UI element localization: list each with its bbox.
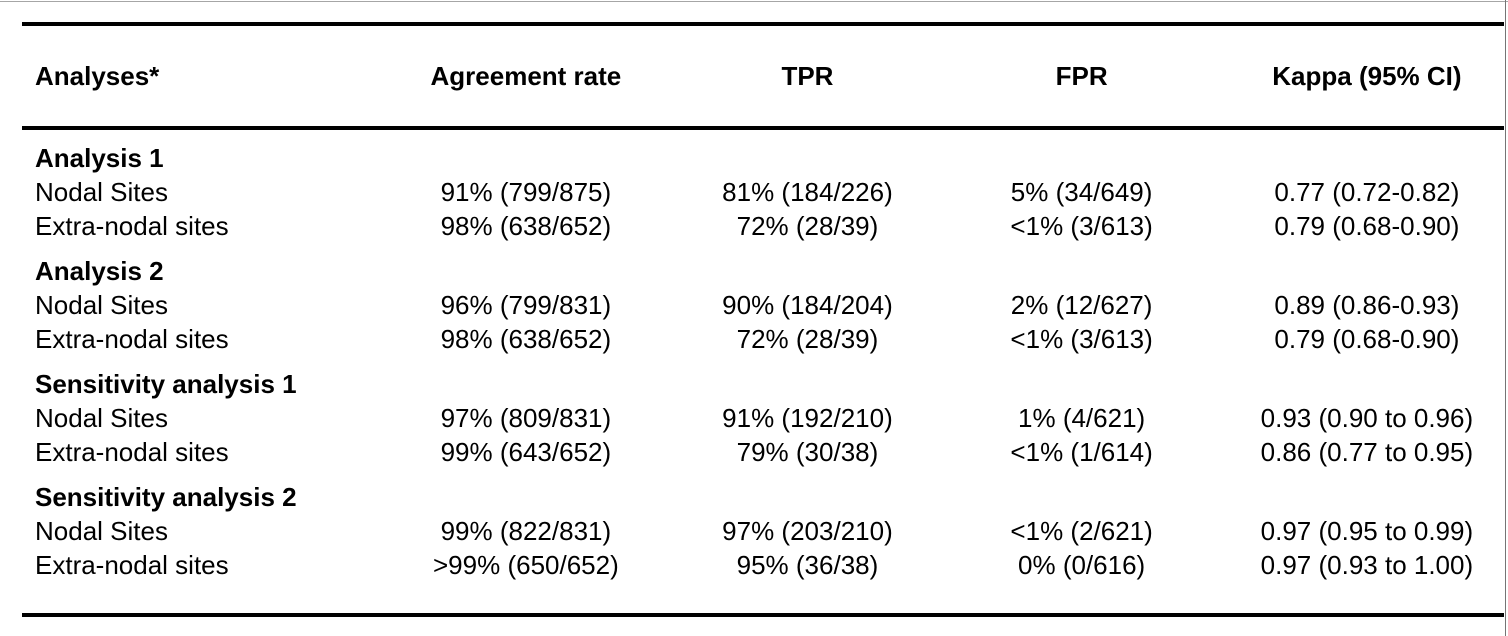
row-label: Nodal Sites (35, 403, 168, 433)
fpr-cell: 2% (12/627) (1010, 290, 1153, 320)
agreement-rate-cell: 97% (809/831) (440, 403, 612, 433)
column-header-kappa: Kappa (95% CI) (1272, 60, 1462, 91)
table-row: Nodal Sites 99% (822/831) 97% (203/210) … (22, 514, 1504, 548)
section-header-filler (370, 128, 1504, 175)
table-row: Nodal Sites 97% (809/831) 91% (192/210) … (22, 401, 1504, 435)
table-row: Nodal Sites 91% (799/875) 81% (184/226) … (22, 175, 1504, 209)
kappa-cell: 0.77 (0.72-0.82) (1274, 177, 1460, 207)
column-header-agreement-rate: Agreement rate (430, 60, 622, 91)
page-right-border (1505, 0, 1506, 636)
results-table: Analyses* Agreement rate TPR FPR Kappa (… (22, 22, 1504, 617)
section-header-row: Sensitivity analysis 2 (22, 469, 1504, 514)
tpr-cell: 79% (30/38) (736, 437, 879, 467)
section-header-filler (370, 356, 1504, 401)
agreement-rate-cell: 98% (638/652) (440, 324, 612, 354)
section-header: Sensitivity analysis 2 (35, 482, 297, 512)
section-header: Analysis 1 (35, 143, 164, 173)
table-row: Extra-nodal sites 98% (638/652) 72% (28/… (22, 209, 1504, 243)
section-header-filler (370, 469, 1504, 514)
fpr-cell: <1% (2/621) (1010, 516, 1153, 546)
tpr-cell: 97% (203/210) (722, 516, 893, 546)
tpr-cell: 90% (184/204) (722, 290, 893, 320)
row-label: Extra-nodal sites (35, 324, 229, 354)
agreement-rate-cell: 96% (799/831) (440, 290, 612, 320)
section-header-row: Analysis 1 (22, 128, 1504, 175)
fpr-cell: 0% (0/616) (1018, 550, 1146, 580)
kappa-cell: 0.79 (0.68-0.90) (1274, 211, 1460, 241)
bottom-spacer-row (22, 582, 1504, 615)
tpr-cell: 81% (184/226) (722, 177, 893, 207)
section-header-row: Analysis 2 (22, 243, 1504, 288)
section-sensitivity-analysis-1: Sensitivity analysis 1 Nodal Sites 97% (… (22, 356, 1504, 469)
section-header-filler (370, 243, 1504, 288)
section-analysis-1: Analysis 1 Nodal Sites 91% (799/875) 81%… (22, 128, 1504, 243)
table-row: Extra-nodal sites 98% (638/652) 72% (28/… (22, 322, 1504, 356)
kappa-cell: 0.79 (0.68-0.90) (1274, 324, 1460, 354)
agreement-rate-cell: 91% (799/875) (440, 177, 612, 207)
table-header: Analyses* Agreement rate TPR FPR Kappa (… (22, 24, 1504, 128)
agreement-rate-cell: 99% (822/831) (440, 516, 612, 546)
row-label: Extra-nodal sites (35, 550, 229, 580)
section-header: Sensitivity analysis 1 (35, 369, 297, 399)
header-row: Analyses* Agreement rate TPR FPR Kappa (… (22, 24, 1504, 128)
page-top-border (0, 1, 1508, 2)
kappa-cell: 0.89 (0.86-0.93) (1274, 290, 1460, 320)
tpr-cell: 72% (28/39) (736, 324, 879, 354)
kappa-cell: 0.93 (0.90 to 0.96) (1260, 403, 1474, 433)
table-row: Extra-nodal sites >99% (650/652) 95% (36… (22, 548, 1504, 582)
fpr-cell: <1% (3/613) (1010, 211, 1153, 241)
agreement-rate-cell: 99% (643/652) (440, 437, 612, 467)
row-label: Nodal Sites (35, 516, 168, 546)
kappa-cell: 0.97 (0.95 to 0.99) (1260, 516, 1474, 546)
spacer-cell (22, 582, 1504, 615)
row-label: Extra-nodal sites (35, 437, 229, 467)
column-header-fpr: FPR (1055, 60, 1108, 91)
agreement-rate-cell: 98% (638/652) (440, 211, 612, 241)
agreement-rate-cell: >99% (650/652) (433, 550, 619, 580)
tpr-cell: 95% (36/38) (736, 550, 879, 580)
table-row: Extra-nodal sites 99% (643/652) 79% (30/… (22, 435, 1504, 469)
row-label: Nodal Sites (35, 177, 168, 207)
row-label: Nodal Sites (35, 290, 168, 320)
section-sensitivity-analysis-2: Sensitivity analysis 2 Nodal Sites 99% (… (22, 469, 1504, 615)
fpr-cell: 1% (4/621) (1018, 403, 1146, 433)
fpr-cell: 5% (34/649) (1010, 177, 1153, 207)
column-header-analyses: Analyses* (35, 60, 160, 91)
section-analysis-2: Analysis 2 Nodal Sites 96% (799/831) 90%… (22, 243, 1504, 356)
results-table-container: Analyses* Agreement rate TPR FPR Kappa (… (22, 22, 1504, 617)
table-row: Nodal Sites 96% (799/831) 90% (184/204) … (22, 288, 1504, 322)
kappa-cell: 0.97 (0.93 to 1.00) (1260, 550, 1474, 580)
tpr-cell: 91% (192/210) (722, 403, 893, 433)
section-header-row: Sensitivity analysis 1 (22, 356, 1504, 401)
fpr-cell: <1% (1/614) (1010, 437, 1153, 467)
fpr-cell: <1% (3/613) (1010, 324, 1153, 354)
column-header-tpr: TPR (781, 60, 834, 91)
kappa-cell: 0.86 (0.77 to 0.95) (1260, 437, 1474, 467)
row-label: Extra-nodal sites (35, 211, 229, 241)
tpr-cell: 72% (28/39) (736, 211, 879, 241)
section-header: Analysis 2 (35, 256, 164, 286)
